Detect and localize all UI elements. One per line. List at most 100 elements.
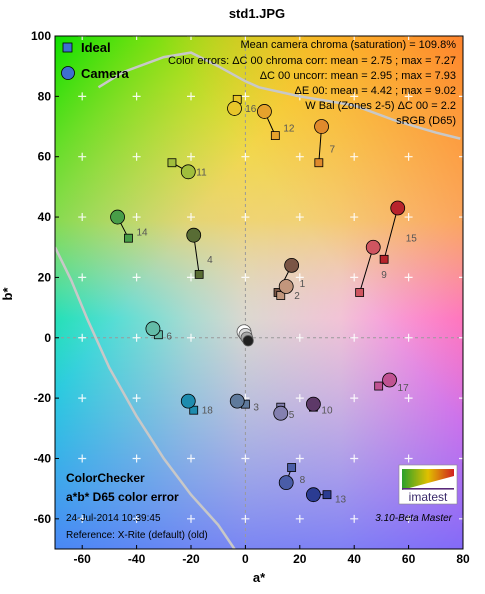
patch-14-camera-marker (110, 209, 125, 225)
grid-plus-mark (459, 454, 463, 463)
patch-10-camera-marker (305, 396, 321, 412)
grid-plus-mark (187, 273, 195, 282)
grid-plus-mark (78, 36, 87, 40)
grid-plus-mark (295, 514, 304, 523)
logo-band (402, 488, 454, 490)
grid-plus-mark (132, 213, 141, 222)
patch-9-ideal-marker (355, 288, 365, 297)
x-tick-label: -20 (182, 552, 200, 566)
grid-plus-mark (459, 394, 463, 403)
patch-13-ideal-marker (322, 490, 332, 500)
y-tick-label: 20 (38, 270, 52, 284)
patch-6-camera-marker (145, 321, 161, 337)
patch-3-camera-marker (229, 393, 245, 409)
grid-plus-mark (295, 394, 304, 403)
patch-8-label: 8 (300, 475, 306, 486)
grid-plus-mark (241, 92, 250, 101)
annotation-line-1: Mean camera chroma (saturation) = 109.8% (240, 39, 456, 51)
legend-ideal-label: Ideal (81, 40, 111, 55)
annotation-line-5: W Bal (Zones 2-5) ΔC 00 = 2.2 (305, 100, 456, 112)
patch-1-camera-marker (284, 257, 300, 273)
x-tick-label: 40 (348, 552, 362, 566)
patch-2-ideal-marker (276, 291, 286, 300)
patch-3-label: 3 (253, 403, 259, 414)
patch-18-ideal-marker (189, 405, 199, 415)
logo-text: imatest (409, 490, 448, 504)
gray-patch-marker (242, 335, 254, 347)
grid-plus-mark (241, 273, 250, 282)
y-axis-label: b* (0, 287, 15, 301)
y-tick-label: -60 (34, 512, 52, 526)
grid-plus-mark (404, 454, 413, 463)
legend-camera-marker (61, 66, 75, 80)
grid-plus-mark (187, 152, 195, 161)
patch-15-camera-marker (390, 200, 406, 216)
annotation-line-4: ΔE 00: mean = 4.42 ; max = 9.02 (295, 85, 456, 97)
grid-plus-mark (187, 454, 195, 463)
patch-17-ideal-marker (374, 381, 384, 391)
grid-plus-mark (78, 273, 87, 282)
patch-16-camera-marker (227, 101, 242, 116)
footer-chart-name: ColorChecker (66, 471, 145, 485)
grid-plus-mark (350, 152, 359, 161)
grid-plus-mark (78, 92, 87, 101)
grid-plus-mark (241, 454, 250, 463)
patch-4-ideal-marker (194, 269, 204, 279)
grid-plus-mark (241, 36, 250, 40)
grid-plus-mark (187, 333, 195, 342)
grid-plus-mark (459, 514, 463, 523)
y-tick-label: 0 (44, 331, 51, 345)
gamut-boundary-upper (97, 51, 461, 140)
grid-plus-mark (295, 36, 304, 40)
footer-chart-subtitle: a*b* D65 color error (66, 490, 179, 504)
legend-camera-label: Camera (81, 66, 129, 81)
grid-plus-mark (187, 514, 195, 523)
patch-9-error-line (359, 247, 374, 293)
patch-17-camera-marker (382, 372, 397, 388)
patch-1-label: 1 (300, 279, 306, 290)
patch-16-label: 16 (245, 104, 257, 115)
x-axis-label: a* (253, 570, 266, 585)
footer-version: 3.10-Beta Master (375, 513, 452, 524)
y-tick-label: -20 (34, 391, 52, 405)
patch-4-camera-marker (186, 227, 202, 243)
grid-plus-mark (459, 152, 463, 161)
grid-plus-mark (132, 273, 141, 282)
patch-14-ideal-marker (124, 233, 133, 243)
grid-plus-mark (132, 36, 141, 40)
grid-plus-mark (295, 273, 304, 282)
grid-plus-mark (241, 152, 250, 161)
grid-marks (55, 36, 463, 549)
patch-4-label: 4 (207, 255, 213, 266)
grid-plus-mark (78, 454, 87, 463)
patch-9-label: 9 (381, 270, 387, 281)
grid-plus-mark (295, 213, 304, 222)
grid-plus-mark (404, 36, 413, 40)
x-tick-label: 20 (293, 552, 307, 566)
grid-plus-mark (132, 394, 141, 403)
grid-plus-mark (241, 213, 250, 222)
patch-6-label: 6 (166, 332, 172, 343)
patch-15-ideal-marker (379, 254, 389, 264)
footer-reference: Reference: X-Rite (default) (old) (66, 530, 208, 541)
grid-plus-mark (187, 92, 195, 101)
patch-12-label: 12 (283, 124, 295, 135)
patch-5-label: 5 (289, 410, 295, 421)
grid-plus-mark (404, 333, 413, 342)
grid-plus-mark (78, 394, 87, 403)
grid-plus-mark (350, 92, 359, 101)
grid-plus-mark (350, 333, 359, 342)
patch-18-camera-marker (180, 393, 196, 409)
logo-stripes (402, 469, 454, 490)
grid-plus-mark (350, 273, 359, 282)
x-tick-label: 60 (402, 552, 416, 566)
x-tick-label: -40 (128, 552, 146, 566)
grid-plus-mark (404, 514, 413, 523)
patch-15-label: 15 (406, 234, 418, 245)
grid-plus-mark (295, 152, 304, 161)
patch-13-camera-marker (305, 487, 321, 503)
x-tick-label: 0 (242, 552, 249, 566)
patch-7-camera-marker (314, 119, 329, 134)
